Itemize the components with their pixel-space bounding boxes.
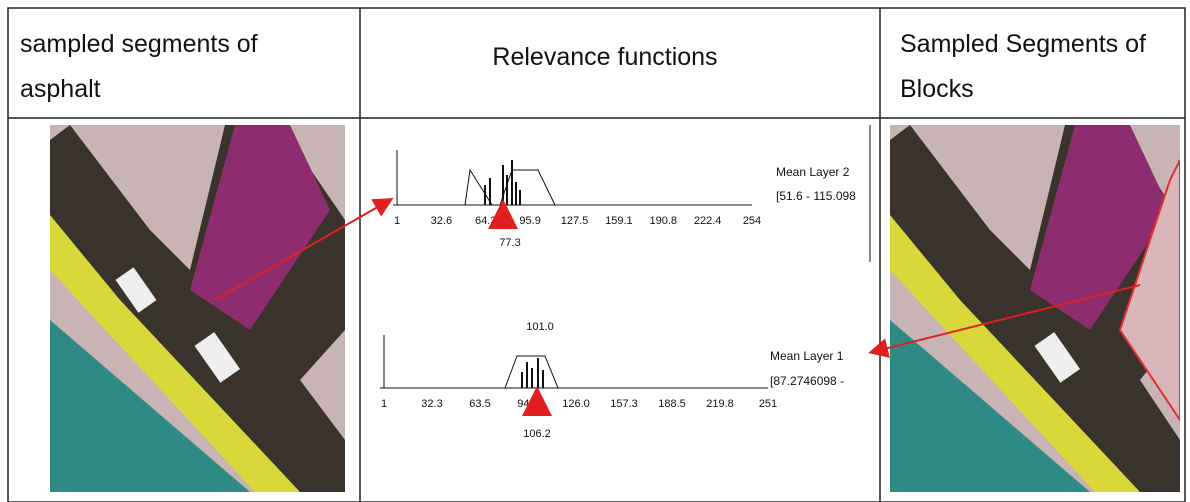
tick-label: 63.5	[469, 398, 490, 410]
feature-label: Mean Layer 1	[770, 349, 844, 363]
asphalt-image	[50, 125, 345, 492]
tick-label: 94.8	[517, 398, 538, 410]
tick-label: 254	[743, 215, 761, 227]
link-arrow	[214, 198, 394, 301]
tick-label: 157.3	[610, 398, 638, 410]
peak-label: 101.0	[526, 321, 554, 333]
tick-labels-1: 1 32.6 64.3 95.9 127.5 159.1 190.8 222.4 254	[394, 215, 761, 227]
tick-label: 219.8	[706, 398, 734, 410]
marker-label: 77.3	[499, 237, 520, 249]
header-right: Sampled Segments of Blocks	[900, 30, 1146, 103]
tick-label: 126.0	[562, 398, 590, 410]
link-arrow	[868, 284, 1141, 358]
tick-label: 188.5	[658, 398, 686, 410]
tick-label: 1	[394, 215, 400, 227]
relevance-plot-1	[393, 125, 871, 262]
range-label: [51.6 - 115.098	[776, 189, 856, 203]
range-label: [87.2746098 -	[770, 374, 844, 388]
tick-label: 222.4	[694, 215, 722, 227]
header-middle: Relevance functions	[492, 43, 717, 71]
tick-labels-2: 1 32.3 63.5 94.8 126.0 157.3 188.5 219.8 251	[381, 398, 777, 410]
tick-label: 32.3	[421, 398, 442, 410]
tick-label: 32.6	[431, 215, 452, 227]
header-left: sampled segments of asphalt	[20, 30, 258, 103]
tick-label: 1	[381, 398, 387, 410]
tick-label: 159.1	[605, 215, 633, 227]
table-grid	[7, 7, 1186, 502]
marker-label: 106.2	[523, 428, 551, 440]
feature-label: Mean Layer 2	[776, 165, 850, 179]
tick-label: 64.3	[475, 215, 496, 227]
tick-label: 251	[759, 398, 777, 410]
blocks-image	[890, 125, 1180, 492]
tick-label: 95.9	[519, 215, 540, 227]
tick-label: 190.8	[649, 215, 677, 227]
tick-label: 127.5	[561, 215, 589, 227]
relevance-plot-2	[380, 335, 768, 389]
